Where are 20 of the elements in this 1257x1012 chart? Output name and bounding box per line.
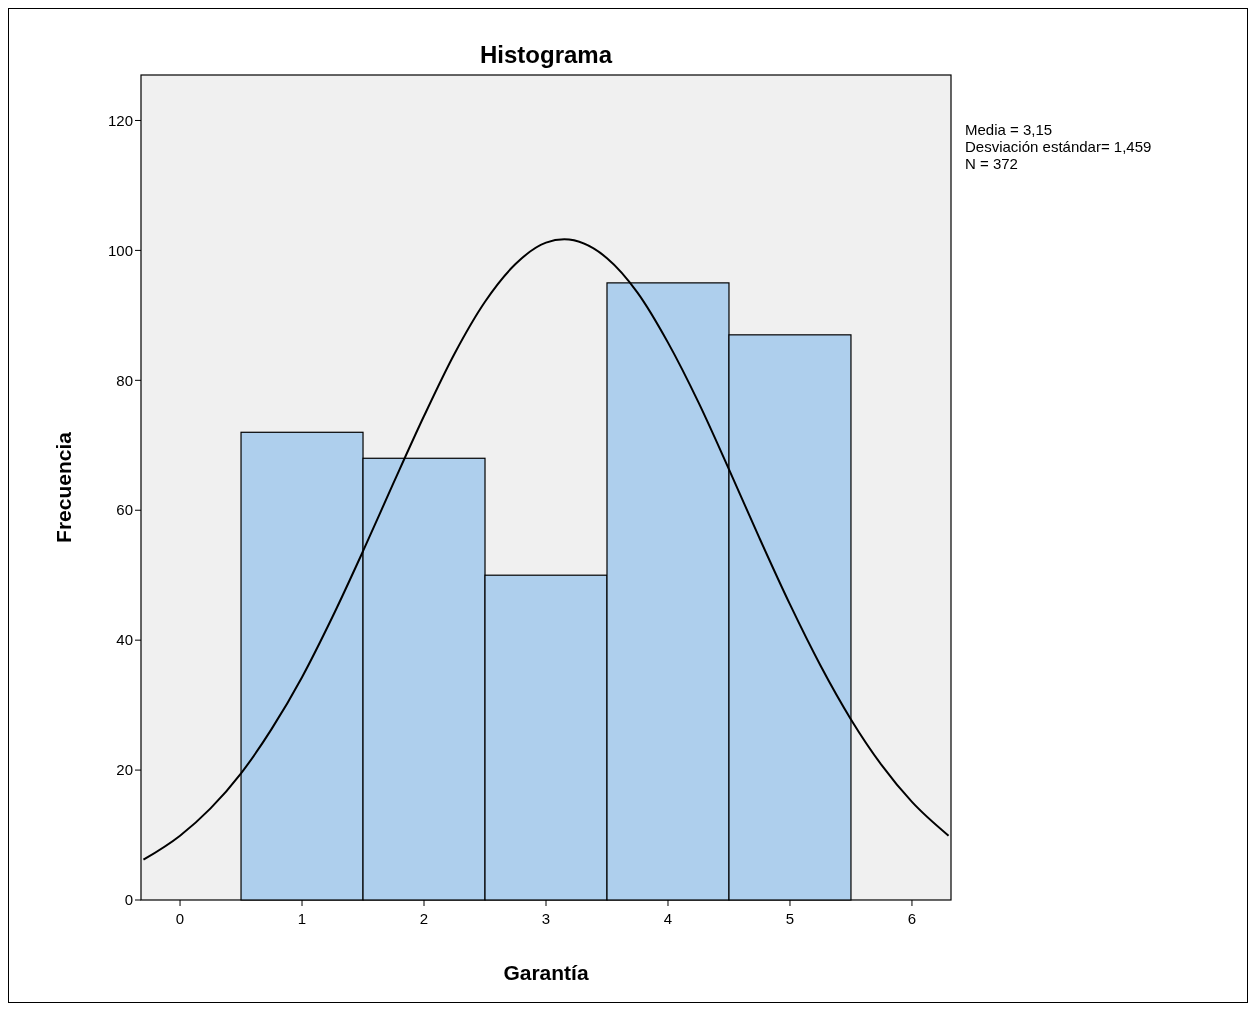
x-tick-label: 2 [419, 910, 429, 927]
y-tick-label: 60 [116, 501, 133, 519]
x-tick-label: 5 [785, 910, 795, 927]
x-tick-label: 1 [297, 910, 307, 927]
y-tick-label: 120 [107, 111, 133, 129]
y-tick-label: 80 [116, 371, 133, 389]
y-tick-label: 40 [116, 631, 133, 649]
x-tick-label: 6 [907, 910, 917, 927]
x-axis-title: Garantía [503, 961, 589, 984]
chart-title: Histograma [479, 41, 613, 68]
text: Media = 3,15 [965, 121, 1053, 138]
text: Desviación estándar= 1,459 [965, 138, 1152, 155]
y-tick-label: 100 [107, 241, 133, 259]
text: N = 372 [965, 155, 1018, 172]
x-tick-label: 4 [663, 910, 673, 927]
x-tick-label: 0 [175, 910, 185, 927]
y-tick-label: 0 [124, 891, 133, 909]
y-tick-label: 20 [116, 761, 133, 779]
y-axis-title: Frecuencia [52, 431, 75, 543]
x-tick-label: 3 [541, 910, 551, 927]
